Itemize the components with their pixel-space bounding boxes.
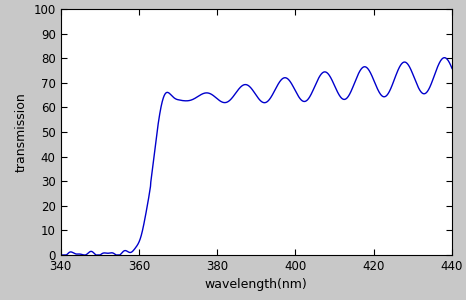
X-axis label: wavelength(nm): wavelength(nm) [205, 278, 308, 291]
Y-axis label: transmission: transmission [15, 92, 28, 172]
